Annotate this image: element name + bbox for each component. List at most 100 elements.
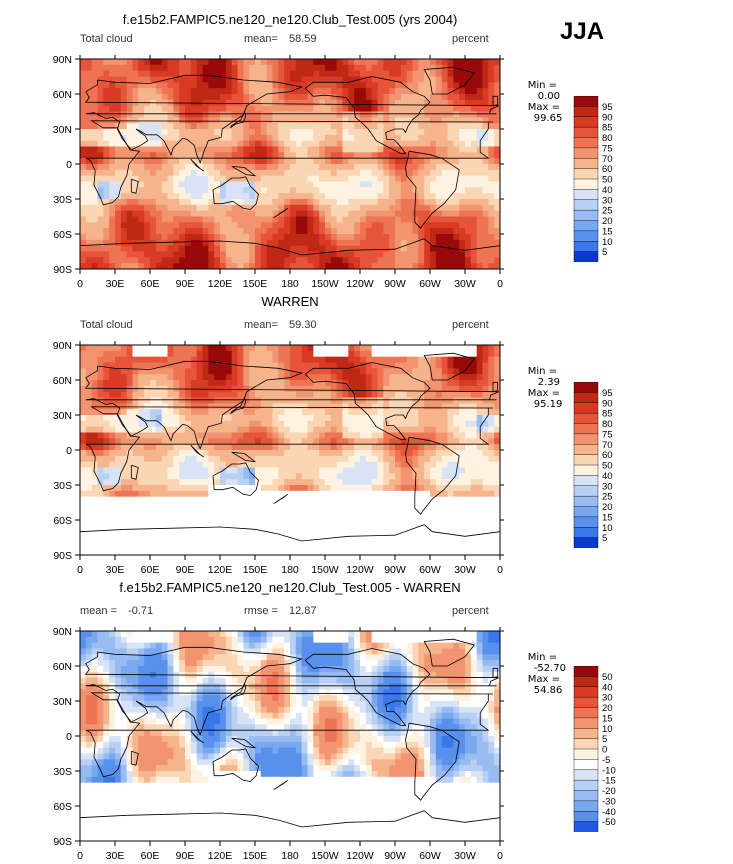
field-cell [430, 222, 437, 229]
field-cell [488, 490, 495, 498]
field-cell [115, 187, 122, 194]
field-cell [109, 479, 116, 486]
field-cell [109, 234, 116, 241]
field-cell [453, 222, 460, 229]
field-cell [290, 473, 297, 480]
field-cell [266, 210, 273, 217]
field-cell [360, 129, 367, 136]
field-cell [196, 94, 203, 101]
field-cell [85, 356, 93, 363]
field-cell [441, 245, 448, 252]
field-cell [237, 473, 244, 480]
field-cell [138, 216, 145, 223]
field-cell [255, 444, 262, 451]
field-cell [325, 426, 332, 433]
field-cell [412, 380, 419, 387]
field-cell [255, 99, 262, 107]
field-cell [319, 199, 326, 206]
field-cell [290, 391, 297, 398]
field-cell [196, 169, 203, 177]
field-cell [185, 461, 192, 468]
field-cell [488, 123, 495, 130]
field-cell [284, 245, 291, 252]
field-cell [476, 64, 483, 72]
field-cell [377, 263, 384, 270]
field-cell [377, 397, 384, 404]
field-cell [103, 514, 110, 521]
field-cell [430, 450, 437, 457]
field-cell [260, 403, 268, 410]
field-cell [424, 444, 431, 451]
field-cell [266, 368, 273, 375]
field-cell [91, 222, 98, 229]
field-cell [488, 239, 495, 247]
field-cell [453, 99, 460, 107]
field-cell [243, 362, 250, 369]
field-cell [202, 169, 209, 177]
field-cell [120, 111, 128, 118]
field-cell [435, 175, 443, 182]
field-cell [325, 94, 332, 101]
field-cell [173, 397, 180, 404]
field-cell [430, 210, 437, 217]
field-cell [284, 496, 291, 503]
field-cell [342, 490, 349, 498]
field-cell [138, 374, 145, 381]
field-cell [150, 415, 157, 422]
field-cell [330, 59, 338, 66]
field-cell [406, 164, 413, 171]
field-cell [214, 380, 221, 387]
field-cell [465, 455, 472, 463]
field-cell [330, 490, 338, 498]
field-cell [330, 473, 338, 480]
field-cell [319, 374, 326, 381]
field-cell [185, 158, 192, 165]
field-cell [319, 210, 326, 217]
field-cell [243, 409, 250, 416]
field-cell [91, 374, 98, 381]
field-cell [225, 245, 233, 252]
field-cell [132, 409, 139, 416]
field-cell [138, 467, 145, 474]
field-cell [237, 368, 244, 375]
field-cell [412, 99, 419, 107]
field-cell [80, 403, 87, 410]
field-cell [441, 134, 448, 142]
field-cell [255, 210, 262, 217]
field-cell [360, 444, 367, 451]
field-cell [295, 420, 303, 428]
field-cell [470, 455, 478, 463]
field-cell [336, 175, 343, 182]
field-cell [161, 432, 168, 439]
field-cell [179, 59, 186, 66]
field-cell [103, 450, 110, 457]
field-cell [295, 502, 303, 509]
field-cell [301, 181, 308, 188]
field-cell [185, 152, 192, 159]
field-cell [155, 70, 163, 77]
field-cell [301, 88, 308, 95]
field-cell [85, 187, 93, 194]
field-cell [406, 444, 413, 451]
field-cell [231, 193, 238, 200]
field-cell [260, 438, 268, 445]
field-cell [371, 403, 378, 410]
field-cell [400, 502, 408, 509]
field-cell [412, 391, 419, 398]
field-cell [138, 397, 145, 404]
field-cell [196, 59, 203, 66]
field-cell [400, 520, 408, 527]
field-cell [202, 496, 209, 503]
field-cell [465, 146, 472, 153]
field-cell [295, 129, 303, 136]
field-cell [371, 356, 378, 363]
field-cell [301, 403, 308, 410]
field-cell [470, 514, 478, 521]
field-cell [91, 193, 98, 200]
field-cell [330, 193, 338, 200]
field-cell [406, 158, 413, 165]
field-cell [132, 129, 139, 136]
field-cell [126, 444, 133, 451]
field-cell [389, 409, 396, 416]
field-cell [161, 263, 168, 270]
